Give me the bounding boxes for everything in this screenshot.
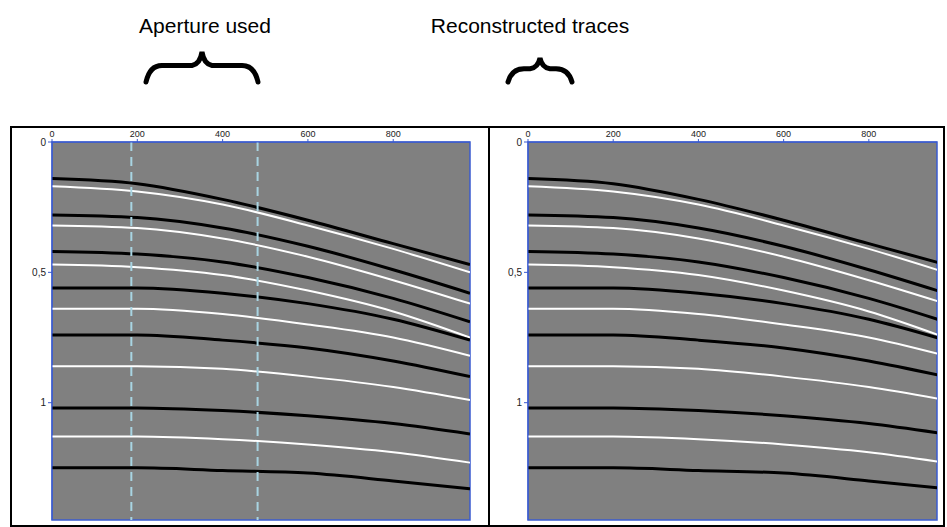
html-text:Aperture used: Aperture used (139, 14, 271, 37)
svg-text:0: 0 (40, 137, 46, 148)
svg-text:0: 0 (516, 137, 522, 148)
svg-text:400: 400 (691, 129, 706, 139)
svg-text:1: 1 (40, 397, 46, 408)
svg-text:400: 400 (215, 129, 230, 139)
svg-text:200: 200 (606, 129, 621, 139)
html-text:Reconstructed traces: Reconstructed traces (430, 14, 630, 37)
svg-text:800: 800 (861, 129, 876, 139)
svg-text:600: 600 (776, 129, 791, 139)
svg-text:0: 0 (49, 129, 54, 139)
svg-text:600: 600 (300, 129, 315, 139)
svg-text:0,5: 0,5 (508, 267, 522, 278)
svg-text:0,5: 0,5 (32, 267, 46, 278)
svg-text:200: 200 (130, 129, 145, 139)
svg-text:1: 1 (516, 397, 522, 408)
svg-text:0: 0 (525, 129, 530, 139)
svg-text:800: 800 (386, 129, 401, 139)
